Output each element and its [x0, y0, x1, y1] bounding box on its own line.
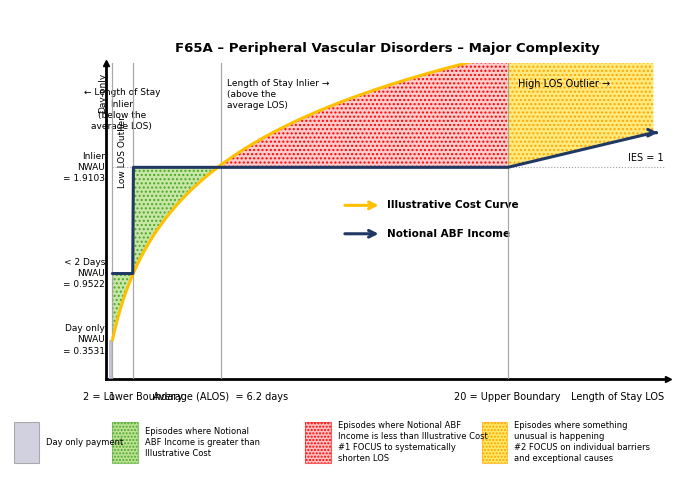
Bar: [14, 422, 40, 463]
Text: < 2 Days
NWAU
= 0.9522: < 2 Days NWAU = 0.9522: [64, 258, 105, 289]
Text: 20 = Upper Boundary: 20 = Upper Boundary: [454, 392, 561, 402]
Text: Low LOS Outlier: Low LOS Outlier: [119, 116, 127, 188]
Text: Length of Stay Inlier →
(above the
average LOS): Length of Stay Inlier → (above the avera…: [227, 79, 329, 110]
Text: 1: 1: [110, 392, 116, 402]
Text: Day only
NWAU
= 0.3531: Day only NWAU = 0.3531: [63, 324, 105, 356]
Bar: [482, 422, 508, 463]
Text: ← Length of Stay
Inlier
(below the
average LOS): ← Length of Stay Inlier (below the avera…: [84, 88, 160, 131]
Text: Episodes where Notional
ABF Income is greater than
Illustrative Cost: Episodes where Notional ABF Income is gr…: [145, 427, 260, 458]
Text: Illustrative Cost Curve: Illustrative Cost Curve: [387, 200, 519, 210]
Bar: [482, 422, 508, 463]
Text: Episodes where Notional ABF
Income is less than Illustrative Cost
#1 FOCUS to sy: Episodes where Notional ABF Income is le…: [338, 421, 488, 464]
Text: Notional ABF Income: Notional ABF Income: [387, 229, 510, 239]
Text: Inlier
NWAU
= 1.9103: Inlier NWAU = 1.9103: [63, 152, 105, 183]
Bar: [112, 422, 138, 463]
Text: Average (ALOS)  = 6.2 days: Average (ALOS) = 6.2 days: [153, 392, 288, 402]
Bar: [306, 422, 331, 463]
Text: High LOS Outlier →: High LOS Outlier →: [518, 79, 610, 89]
Text: Episodes where something
unusual is happening
#2 FOCUS on individual barriers
an: Episodes where something unusual is happ…: [514, 421, 650, 464]
Text: 2 = Lower Boundary: 2 = Lower Boundary: [83, 392, 183, 402]
Text: Length of Stay LOS: Length of Stay LOS: [571, 392, 664, 402]
Title: F65A – Peripheral Vascular Disorders – Major Complexity: F65A – Peripheral Vascular Disorders – M…: [175, 42, 599, 55]
Text: IES = 1: IES = 1: [628, 153, 664, 163]
Text: Day only payment: Day only payment: [46, 438, 123, 447]
Text: Day-only: Day-only: [99, 73, 108, 113]
Bar: [306, 422, 331, 463]
Bar: [112, 422, 138, 463]
